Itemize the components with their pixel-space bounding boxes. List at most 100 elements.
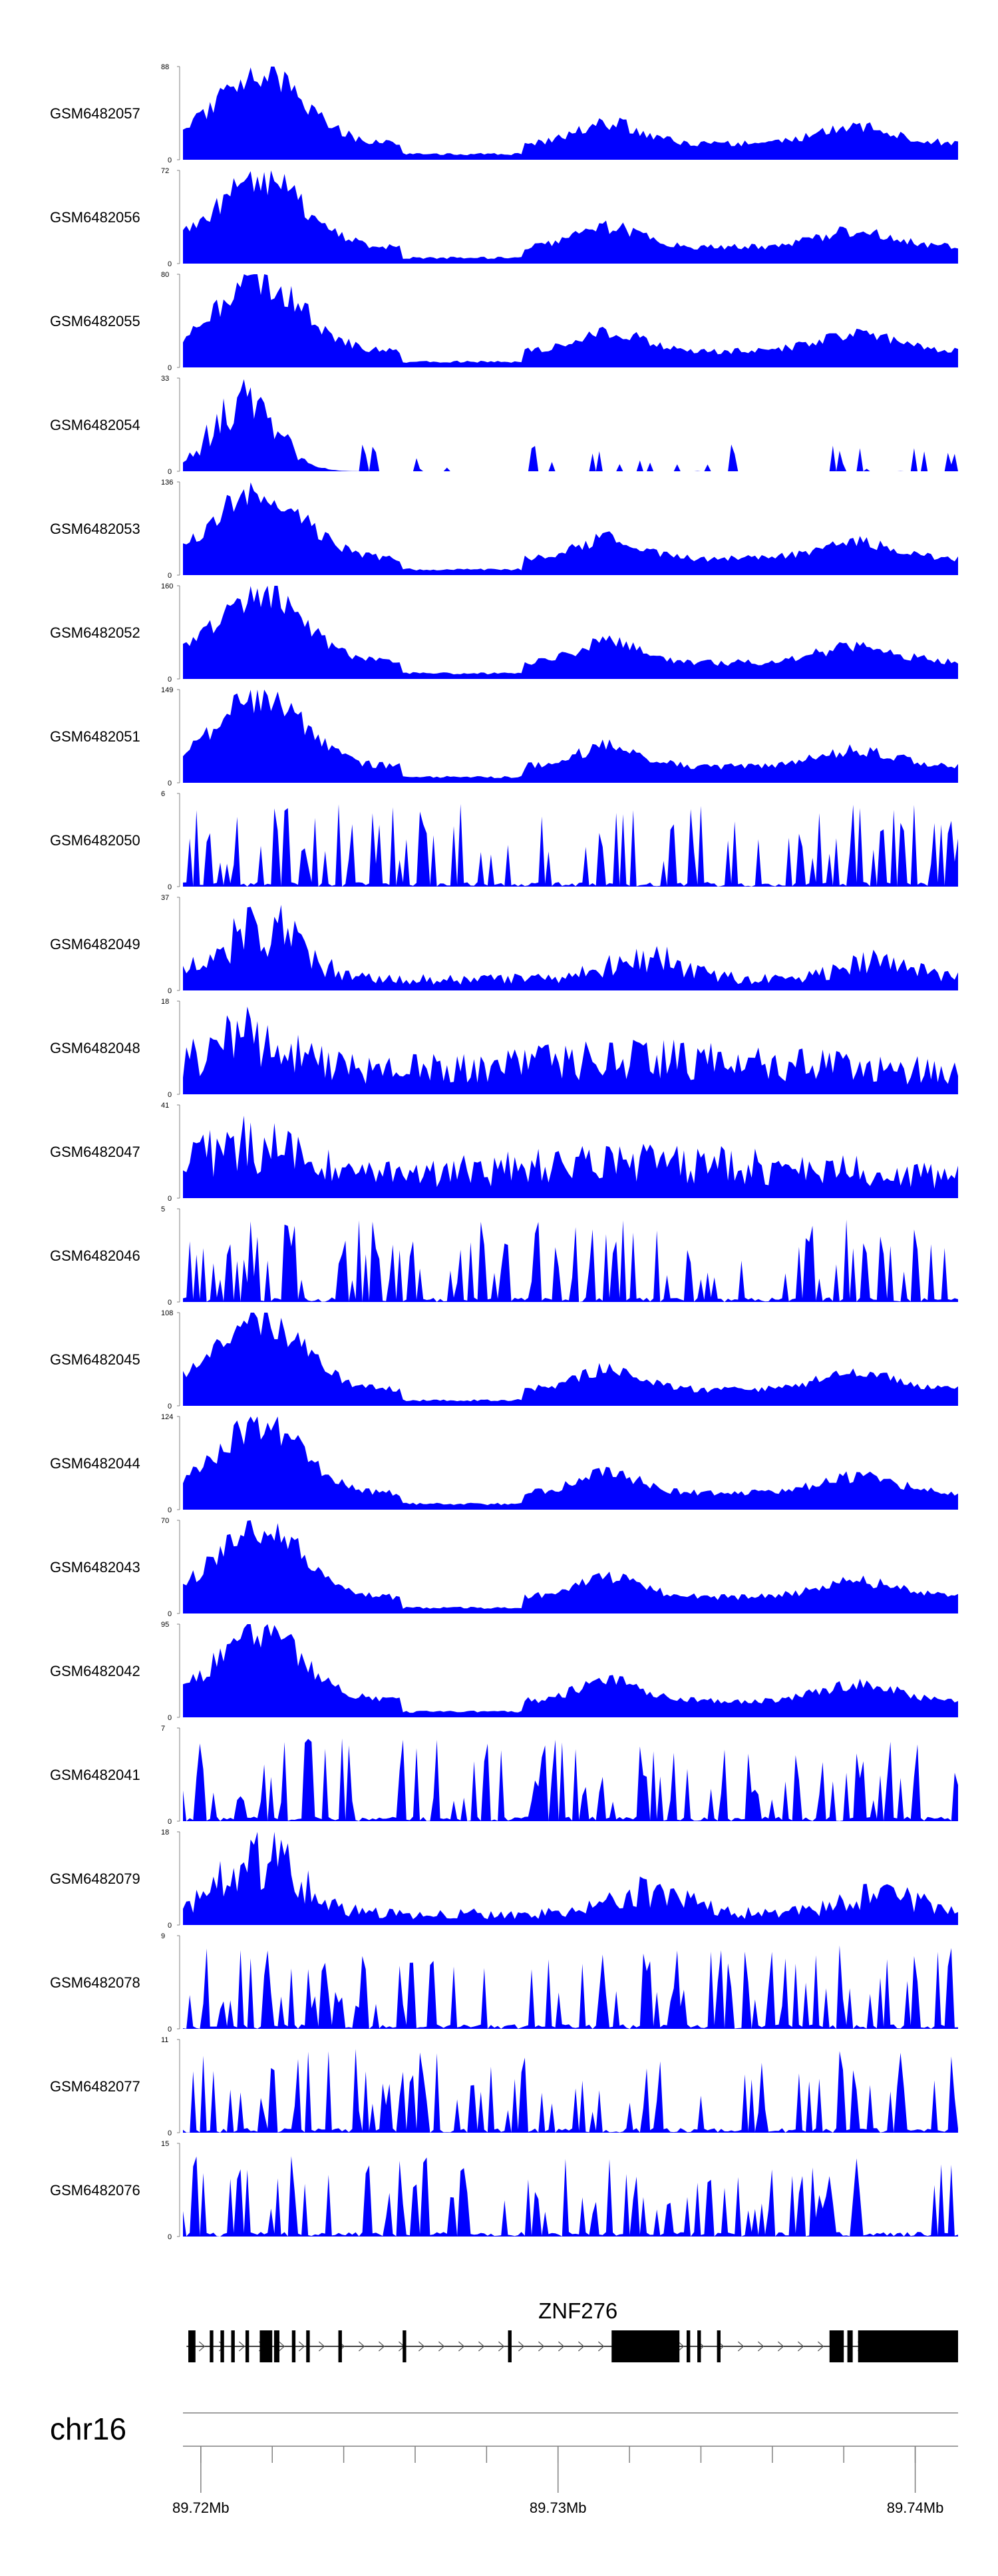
exon-block — [611, 2330, 680, 2362]
y-min-label: 0 — [168, 2233, 172, 2241]
exon-block — [508, 2330, 512, 2362]
exon-block — [188, 2330, 196, 2362]
track-GSM6482049: GSM6482049 37 0 — [50, 894, 958, 995]
track-label: GSM6482046 — [50, 1247, 140, 1264]
signal-area — [183, 1006, 958, 1094]
y-max-label: 18 — [161, 1828, 169, 1836]
signal-area — [183, 1416, 958, 1510]
exon-block — [829, 2330, 844, 2362]
track-label: GSM6482054 — [50, 417, 140, 433]
strand-chevron — [817, 2341, 824, 2352]
exon-block — [291, 2330, 296, 2362]
track-label: GSM6482078 — [50, 1974, 140, 1991]
track-GSM6482051: GSM6482051 149 0 — [50, 686, 958, 787]
signal-area — [183, 379, 958, 471]
strand-chevron — [677, 2341, 685, 2352]
track-label: GSM6482053 — [50, 521, 140, 537]
gene-track: ZNF276 — [186, 2298, 958, 2362]
strand-chevron — [458, 2341, 465, 2352]
y-max-label: 6 — [161, 790, 165, 798]
x-tick-label: 89.74Mb — [887, 2499, 944, 2516]
y-max-label: 33 — [161, 375, 169, 383]
y-max-label: 70 — [161, 1517, 169, 1525]
track-GSM6482045: GSM6482045 108 0 — [50, 1309, 958, 1410]
track-label: GSM6482057 — [50, 105, 140, 122]
track-label: GSM6482079 — [50, 1870, 140, 1887]
signal-area — [183, 67, 958, 160]
strand-chevron — [737, 2341, 745, 2352]
y-max-label: 160 — [161, 582, 173, 590]
strand-chevron — [198, 2341, 206, 2352]
exon-block — [717, 2330, 721, 2362]
strand-chevron — [478, 2341, 485, 2352]
y-min-label: 0 — [168, 2026, 172, 2034]
signal-area — [183, 586, 958, 679]
signal-area — [183, 1624, 958, 1717]
exon-block — [259, 2330, 273, 2362]
strand-chevron — [498, 2341, 505, 2352]
track-label: GSM6482047 — [50, 1144, 140, 1160]
gene-name-label: ZNF276 — [538, 2298, 617, 2323]
y-max-label: 88 — [161, 63, 169, 71]
strand-chevron — [597, 2341, 605, 2352]
track-label: GSM6482051 — [50, 728, 140, 745]
track-GSM6482053: GSM6482053 136 0 — [50, 479, 958, 580]
strand-chevron — [558, 2341, 565, 2352]
track-GSM6482076: GSM6482076 15 0 — [50, 2140, 958, 2241]
signal-area — [183, 1520, 958, 1613]
track-label: GSM6482044 — [50, 1455, 140, 1472]
strand-chevron — [797, 2341, 804, 2352]
y-max-label: 5 — [161, 1205, 165, 1213]
strand-chevron — [378, 2341, 385, 2352]
y-min-label: 0 — [168, 1506, 172, 1514]
strand-chevron — [238, 2341, 246, 2352]
signal-area — [183, 1832, 958, 1925]
signal-area — [183, 482, 958, 575]
strand-chevron — [318, 2341, 325, 2352]
track-GSM6482050: GSM6482050 6 0 — [50, 790, 958, 891]
exon-block — [306, 2330, 310, 2362]
exon-block — [686, 2330, 691, 2362]
track-GSM6482055: GSM6482055 80 0 — [50, 271, 958, 372]
y-max-label: 15 — [161, 2140, 169, 2148]
signal-area — [183, 1313, 958, 1406]
y-min-label: 0 — [168, 1922, 172, 1930]
track-label: GSM6482052 — [50, 624, 140, 641]
x-tick-label: 89.72Mb — [172, 2499, 230, 2516]
y-max-label: 7 — [161, 1725, 165, 1733]
track-label: GSM6482049 — [50, 936, 140, 953]
y-min-label: 0 — [168, 676, 172, 684]
y-max-label: 149 — [161, 686, 173, 694]
track-GSM6482052: GSM6482052 160 0 — [50, 582, 958, 684]
y-max-label: 124 — [161, 1413, 173, 1421]
y-max-label: 72 — [161, 167, 169, 175]
exon-block — [338, 2330, 342, 2362]
exon-block — [847, 2330, 853, 2362]
track-label: GSM6482045 — [50, 1351, 140, 1368]
y-max-label: 9 — [161, 1932, 165, 1940]
track-label: GSM6482077 — [50, 2078, 140, 2095]
exon-block — [858, 2330, 958, 2362]
exon-block — [220, 2330, 224, 2362]
strand-chevron — [438, 2341, 445, 2352]
chromosome-track: chr16 — [50, 2412, 958, 2446]
strand-chevron — [538, 2341, 545, 2352]
track-label: GSM6482043 — [50, 1559, 140, 1576]
track-GSM6482054: GSM6482054 33 0 — [50, 375, 958, 476]
strand-chevron — [578, 2341, 585, 2352]
signal-area — [183, 1945, 958, 2029]
signal-tracks: GSM6482057880GSM6482056720GSM6482055800G… — [50, 63, 958, 2241]
y-min-label: 0 — [168, 987, 172, 995]
track-GSM6482043: GSM6482043 70 0 — [50, 1517, 958, 1618]
strand-chevron — [358, 2341, 365, 2352]
exon-block — [403, 2330, 407, 2362]
y-max-label: 80 — [161, 271, 169, 279]
track-label: GSM6482050 — [50, 832, 140, 849]
y-min-label: 0 — [168, 156, 172, 164]
strand-chevron — [518, 2341, 525, 2352]
y-min-label: 0 — [168, 1610, 172, 1618]
y-min-label: 0 — [168, 883, 172, 891]
signal-area — [183, 2049, 958, 2133]
signal-area — [183, 803, 958, 887]
y-min-label: 0 — [168, 779, 172, 787]
